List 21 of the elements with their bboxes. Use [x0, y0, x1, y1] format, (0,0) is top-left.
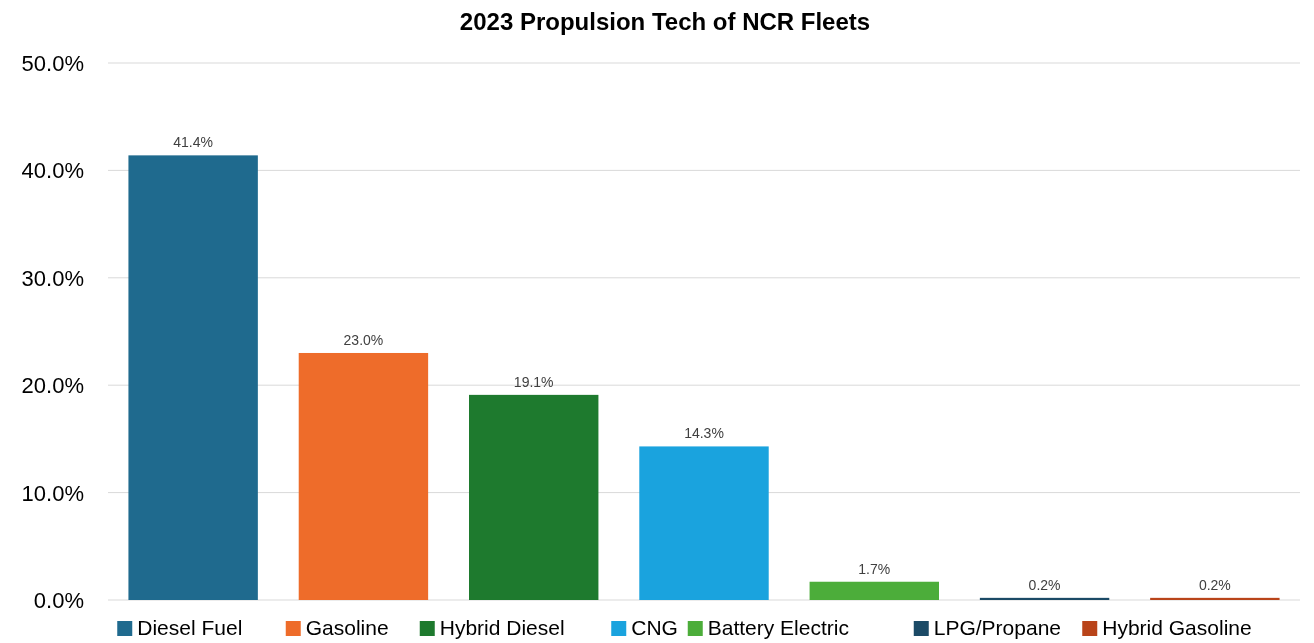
y-tick-label: 40.0% [21, 158, 84, 184]
legend-label: Gasoline [305, 616, 389, 639]
data-label: 0.2% [1028, 576, 1061, 593]
data-label: 14.3% [684, 425, 724, 442]
legend-label: Diesel Fuel [137, 616, 243, 639]
legend-label: LPG/Propane [933, 616, 1062, 639]
legend-label: Hybrid Diesel [439, 616, 565, 639]
y-tick-label: 0.0% [33, 588, 84, 613]
data-label: 23.0% [343, 331, 384, 348]
legend-label: Battery Electric [707, 616, 849, 639]
chart-title: 2023 Propulsion Tech of NCR Fleets [459, 8, 871, 35]
y-tick-label: 30.0% [21, 265, 84, 291]
y-tick-label: 50.0% [21, 51, 84, 76]
data-label: 0.2% [1198, 576, 1231, 593]
data-label: 19.1% [513, 373, 554, 390]
y-tick-label: 20.0% [21, 373, 84, 399]
data-label: 41.4% [173, 134, 213, 151]
legend-label: Hybrid Gasoline [1102, 616, 1252, 639]
legend-label: CNG [631, 616, 678, 639]
data-label: 1.7% [858, 560, 891, 577]
y-tick-label: 10.0% [21, 480, 84, 506]
